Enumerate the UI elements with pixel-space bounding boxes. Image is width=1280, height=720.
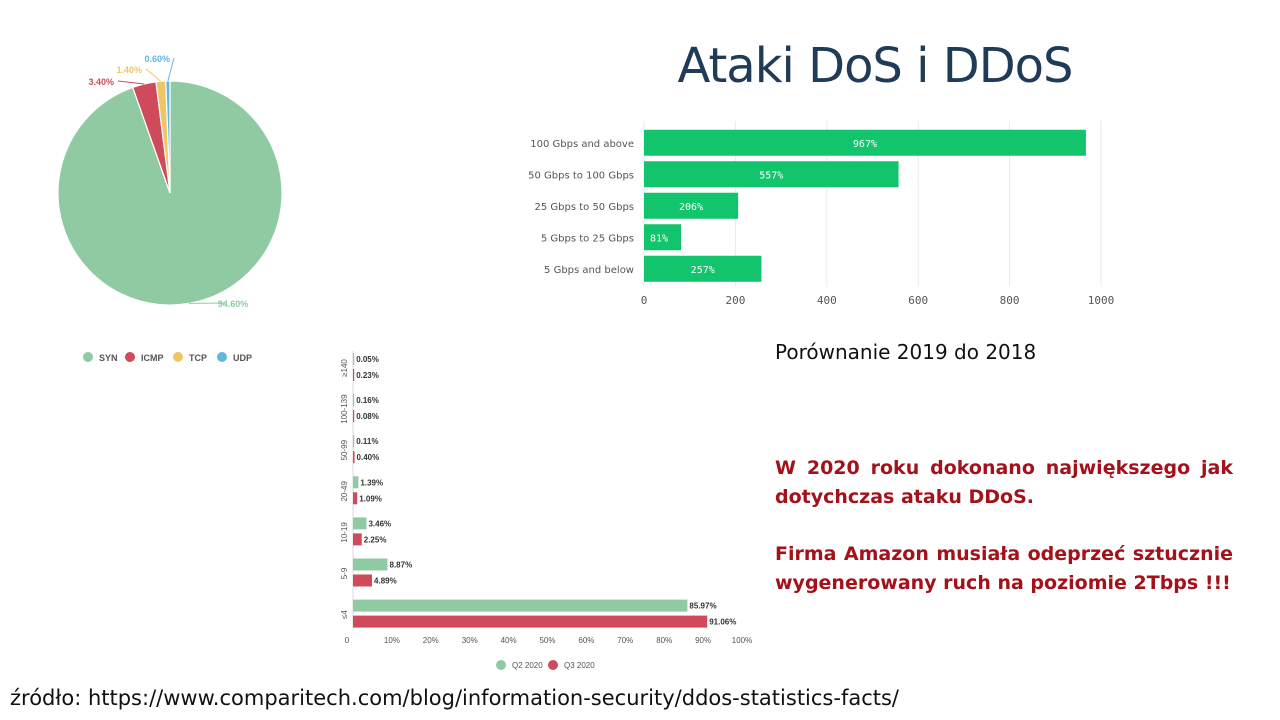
bar-q2-2020-4 — [353, 517, 367, 530]
bar-q2-2020-6 — [353, 599, 688, 612]
category-label: 10-19 — [340, 522, 349, 543]
bar-value-label: 4.89% — [374, 577, 397, 586]
x-tick-label: 60% — [578, 636, 594, 645]
bar-value-label: 91.06% — [709, 618, 736, 627]
bar-q2-2020-0 — [353, 353, 355, 365]
x-tick-label: 80% — [656, 636, 672, 645]
bar-q3-2020-4 — [353, 533, 362, 546]
bar-value-label: 0.40% — [357, 453, 380, 462]
bar-q3-2020-6 — [353, 615, 708, 628]
bar-value-label: 0.23% — [356, 371, 379, 380]
legend-label: Q2 2020 — [512, 661, 543, 670]
category-label: 100 Gbps and above — [530, 139, 634, 150]
bar-q3-2020-0 — [353, 369, 355, 381]
pie-value-label: 94.60% — [218, 299, 249, 309]
x-tick-label: 400 — [817, 294, 837, 307]
bar-value-label: 81% — [650, 233, 668, 244]
bar-value-label: 557% — [759, 170, 783, 181]
category-label: 50 Gbps to 100 Gbps — [528, 170, 634, 181]
x-tick-label: 40% — [501, 636, 517, 645]
bar-value-label: 8.87% — [390, 561, 413, 570]
x-tick-label: 10% — [384, 636, 400, 645]
pie-leader-icmp — [117, 80, 145, 85]
legend-label: UDP — [233, 353, 252, 363]
category-label: 50-99 — [340, 439, 349, 460]
legend-marker-q2-2020 — [496, 660, 506, 670]
legend-marker-icmp — [125, 352, 135, 362]
bar-q2-2020-1 — [353, 394, 355, 407]
note-largest-attack: W 2020 roku dokonano największego jak do… — [775, 457, 1233, 508]
bar-value-label: 967% — [853, 139, 877, 150]
x-tick-label: 800 — [1000, 294, 1020, 307]
pie-leader-udp — [167, 57, 175, 82]
x-tick-label: 1000 — [1088, 294, 1115, 307]
category-label: 20-49 — [340, 481, 349, 502]
legend-marker-syn — [83, 352, 93, 362]
category-label: 100-139 — [340, 394, 349, 424]
pie-slice-syn — [57, 80, 283, 306]
bar-50-gbps-to-100-gbps — [644, 161, 899, 188]
category-label: 5 Gbps to 25 Gbps — [541, 233, 634, 244]
bar-value-label: 1.09% — [359, 494, 382, 503]
legend-label: SYN — [99, 353, 118, 363]
pie-value-label: 1.40% — [116, 65, 142, 75]
pie-slice-tcp — [155, 80, 171, 194]
bar-value-label: 206% — [679, 202, 703, 213]
bar-value-label: 3.46% — [368, 519, 391, 528]
bar-value-label: 0.11% — [356, 437, 378, 446]
pie-value-label: 0.60% — [144, 54, 170, 64]
legend-label: ICMP — [141, 353, 164, 363]
comparison-label: Porównanie 2019 do 2018 — [775, 340, 1037, 364]
bar-q3-2020-3 — [353, 492, 358, 505]
bar-value-label: 257% — [691, 265, 715, 276]
bar-25-gbps-to-50-gbps — [644, 192, 739, 219]
bar-100-gbps-and-above — [644, 129, 1086, 156]
category-label: ≤4 — [340, 610, 349, 619]
bar-value-label: 0.16% — [356, 396, 379, 405]
bar-value-label: 0.05% — [356, 355, 379, 364]
bar-q3-2020-5 — [353, 574, 373, 587]
bar-q3-2020-1 — [353, 410, 355, 423]
pie-slice-udp — [165, 80, 171, 194]
category-label: 5 Gbps and below — [544, 265, 634, 276]
bar-q2-2020-5 — [353, 558, 388, 571]
x-tick-label: 90% — [695, 636, 711, 645]
x-tick-label: 70% — [617, 636, 633, 645]
legend-marker-q3-2020 — [548, 660, 558, 670]
bar-5-gbps-to-25-gbps — [644, 224, 682, 251]
x-tick-label: 50% — [539, 636, 555, 645]
x-tick-label: 200 — [725, 294, 745, 307]
legend-marker-udp — [217, 352, 227, 362]
pie-slice-icmp — [131, 81, 171, 194]
bar-value-label: 85.97% — [689, 602, 716, 611]
category-label: ≥140 — [340, 359, 349, 377]
bar-value-label: 1.39% — [360, 478, 383, 487]
legend-label: TCP — [189, 353, 207, 363]
category-label: 25 Gbps to 50 Gbps — [534, 202, 634, 213]
legend-marker-tcp — [173, 352, 183, 362]
x-tick-label: 30% — [462, 636, 478, 645]
legend-label: Q3 2020 — [564, 661, 595, 670]
note-amazon-attack: Firma Amazon musiała odeprzeć sztucznie … — [775, 543, 1233, 594]
bar-value-label: 2.25% — [364, 535, 387, 544]
slide-title: Ataki DoS i DDoS — [677, 38, 1073, 94]
x-tick-label: 600 — [908, 294, 928, 307]
x-tick-label: 0 — [345, 636, 350, 645]
bar-q2-2020-2 — [353, 435, 355, 448]
bar-q2-2020-3 — [353, 476, 359, 489]
x-tick-label: 0 — [641, 294, 648, 307]
x-tick-label: 20% — [423, 636, 439, 645]
bar-q3-2020-2 — [353, 451, 355, 464]
source-citation: źródło: https://www.comparitech.com/blog… — [10, 686, 900, 710]
category-label: 5-9 — [340, 567, 349, 579]
bar-5-gbps-and-below — [644, 255, 762, 282]
pie-value-label: 3.40% — [88, 77, 114, 87]
x-tick-label: 100% — [732, 636, 752, 645]
pie-leader-tcp — [145, 68, 162, 82]
bar-value-label: 0.08% — [356, 412, 379, 421]
